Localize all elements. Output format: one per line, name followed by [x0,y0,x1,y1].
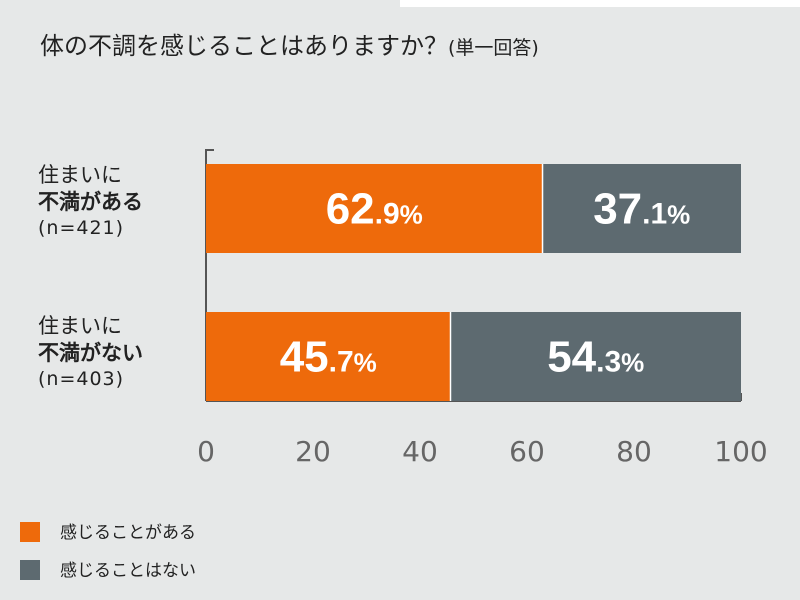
bar-segment [206,312,451,401]
legend-swatch-gray [20,560,40,580]
chart-title-main: 体の不調を感じることはありますか？ [40,32,448,60]
chart-title: 体の不調を感じることはありますか？(単一回答) [40,26,539,61]
bar-segment [542,164,741,253]
legend-label: 感じることがある [60,523,196,543]
bar-value-label: 54.3% [547,333,644,382]
legend-label: 感じることはない [60,561,196,581]
category-label-n: (n=421) [38,216,125,239]
bar-segment [206,164,543,253]
category-label-line2: 不満がない [38,340,143,365]
x-tick-label: 60 [509,435,545,468]
bar-value-label: 62.9% [326,185,423,234]
category-label-n: (n=403) [38,367,125,390]
x-tick-label: 20 [295,435,331,468]
x-tick-label: 80 [616,435,652,468]
legend-item-1: 感じることはない [20,556,196,581]
category-label-line1: 住まいに [38,314,122,338]
top-strip [400,0,800,7]
category-label-1: 住まいに 不満がない (n=403) [38,313,143,391]
category-label-0: 住まいに 不満がある (n=421) [38,162,143,240]
bar-value-label: 45.7% [280,333,377,382]
x-tick-label: 0 [197,435,215,468]
legend-swatch-orange [20,522,40,542]
x-tick-label: 40 [402,435,438,468]
category-label-line2: 不満がある [38,189,143,214]
chart-title-suffix: (単一回答) [448,37,539,59]
legend-item-0: 感じることがある [20,518,196,543]
bar-value-label: 37.1% [593,185,690,234]
bar-segment [450,312,741,401]
category-label-line1: 住まいに [38,163,122,187]
x-tick-label: 100 [714,435,767,468]
